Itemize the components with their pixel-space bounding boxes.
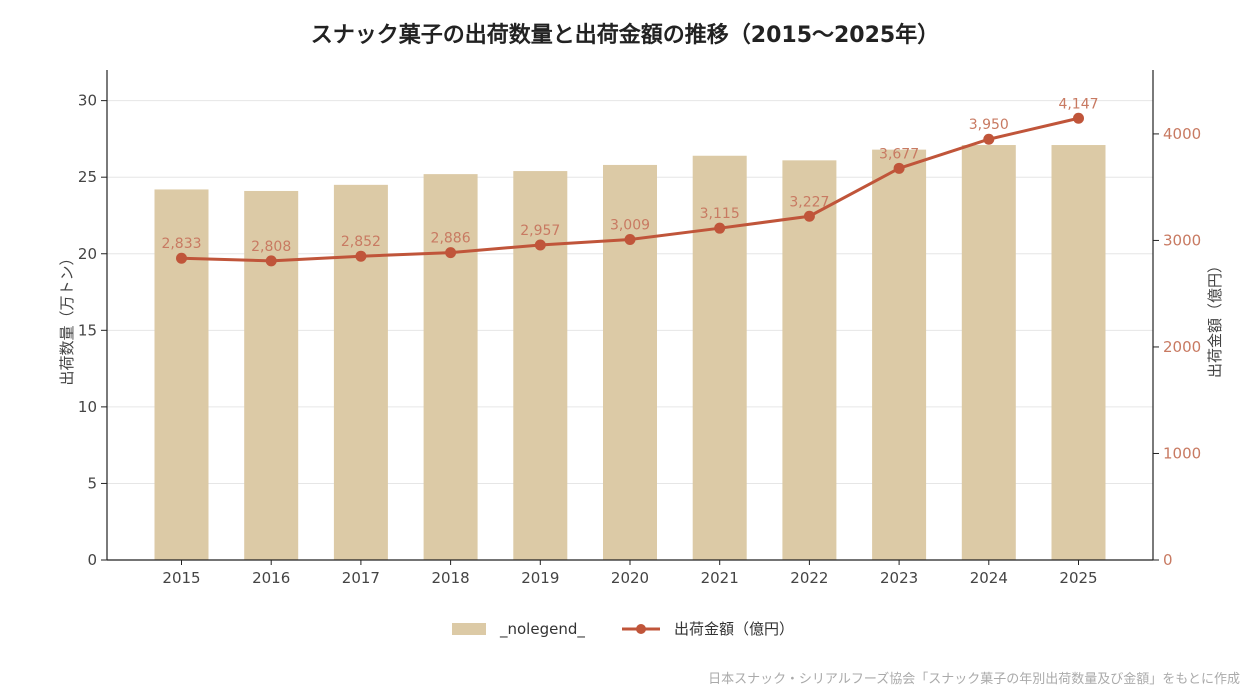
bar	[333, 184, 388, 560]
y-tick-label: 25	[78, 168, 97, 186]
y-tick-label: 0	[87, 551, 97, 569]
bar	[782, 160, 837, 560]
data-label: 4,147	[1058, 96, 1098, 112]
line-point	[714, 222, 726, 234]
line-series: 2,833 2,808 2,852 2,886 2,957 3,009 3,115 3,227…	[161, 96, 1099, 267]
data-label: 2,957	[520, 223, 560, 239]
data-label: 2,852	[341, 234, 381, 250]
legend-line-marker	[636, 624, 646, 634]
data-label: 2,886	[431, 231, 471, 247]
x-tick-label: 2021	[701, 569, 739, 587]
line-point	[624, 233, 636, 245]
line-point	[355, 250, 367, 262]
bar	[244, 190, 299, 560]
bar-series	[154, 145, 1106, 560]
y-axis-label: 出荷数量（万トン）	[58, 250, 76, 385]
x-tick-label: 2022	[790, 569, 828, 587]
x-tick-label: 2019	[521, 569, 559, 587]
legend-bar-label: _nolegend_	[499, 620, 585, 639]
bar	[1051, 145, 1106, 560]
bar	[154, 189, 209, 560]
y-tick-label: 15	[78, 321, 97, 339]
legend-line-label: 出荷金額（億円）	[674, 620, 794, 638]
bar	[961, 145, 1016, 560]
x-tick-label: 2020	[611, 569, 649, 587]
data-label: 3,227	[789, 194, 829, 210]
x-tick-label: 2016	[252, 569, 290, 587]
legend: _nolegend_ 出荷金額（億円）	[452, 620, 794, 639]
data-label: 3,115	[700, 206, 740, 222]
data-label: 2,808	[251, 239, 291, 255]
x-tick-label: 2015	[162, 569, 200, 587]
y2-tick-label: 1000	[1163, 444, 1201, 462]
data-label: 3,950	[969, 117, 1009, 133]
line-point	[265, 255, 277, 267]
x-tick-label: 2024	[970, 569, 1008, 587]
legend-bar-swatch	[452, 623, 486, 635]
chart-title: スナック菓子の出荷数量と出荷金額の推移（2015〜2025年）	[311, 22, 939, 48]
line-point	[445, 247, 457, 259]
y2-tick-label: 3000	[1163, 231, 1201, 249]
y-tick-label: 10	[78, 398, 97, 416]
y2-axis-label: 出荷金額（億円）	[1206, 258, 1224, 378]
line-point	[803, 210, 815, 222]
x-tick-label: 2017	[342, 569, 380, 587]
line-point	[893, 162, 905, 174]
line-point	[1073, 112, 1084, 124]
y2-tick-label: 4000	[1163, 125, 1201, 143]
bar	[603, 164, 657, 560]
x-tick-label: 2023	[880, 569, 918, 587]
line-point	[534, 239, 546, 251]
bar	[872, 149, 927, 560]
source-note: 日本スナック・シリアルフーズ協会「スナック菓子の年別出荷数量及び金額」をもとに作…	[708, 671, 1240, 687]
y-tick-label: 20	[78, 245, 97, 263]
y2-tick-label: 0	[1163, 551, 1173, 569]
data-label: 3,677	[879, 146, 919, 162]
line-point	[176, 252, 187, 264]
bar	[423, 174, 478, 560]
bar	[513, 171, 568, 560]
data-label: 2,833	[161, 236, 201, 252]
y-tick-label: 5	[87, 474, 97, 492]
y-tick-label: 30	[78, 92, 97, 110]
line-point	[983, 133, 995, 145]
data-label: 3,009	[610, 217, 650, 233]
x-tick-label: 2025	[1059, 569, 1097, 587]
y2-tick-label: 2000	[1163, 338, 1201, 356]
x-tick-label: 2018	[432, 569, 470, 587]
